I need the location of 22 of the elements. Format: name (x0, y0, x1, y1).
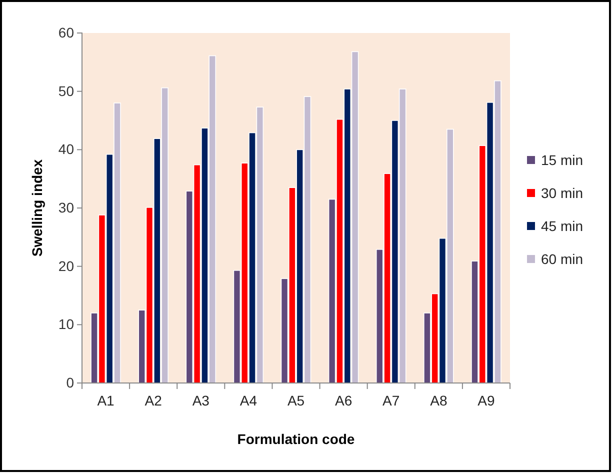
y-tick-label: 20 (58, 258, 74, 274)
x-tick-label: A1 (97, 392, 115, 409)
x-tick-label: A8 (430, 392, 448, 409)
x-tick-label: A4 (240, 392, 258, 409)
legend-label: 45 min (541, 218, 584, 234)
y-tick-label: 30 (58, 199, 74, 216)
y-tick-label: 60 (58, 24, 74, 40)
x-axis-title: Formulation code (237, 431, 355, 447)
y-axis-title: Swelling index (29, 159, 45, 257)
x-tick-label: A2 (144, 392, 162, 409)
x-tick-label: A3 (192, 392, 210, 409)
legend-label: 30 min (541, 185, 584, 201)
x-tick-label: A9 (478, 392, 495, 409)
legend-label: 15 min (541, 152, 584, 168)
y-tick-label: 40 (58, 141, 74, 158)
x-tick-label: A6 (334, 392, 352, 409)
y-tick-label: 50 (58, 82, 74, 99)
y-tick-label: 10 (58, 316, 74, 332)
x-tick-label: A7 (382, 392, 400, 409)
y-tick-label: 0 (66, 374, 74, 390)
legend-label: 60 min (541, 251, 584, 267)
x-tick-label: A5 (287, 392, 305, 409)
